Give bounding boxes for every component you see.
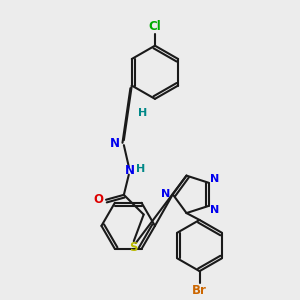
Text: N: N bbox=[110, 137, 120, 150]
Text: Cl: Cl bbox=[148, 20, 161, 32]
Text: H: H bbox=[136, 164, 145, 174]
Text: N: N bbox=[210, 174, 219, 184]
Text: N: N bbox=[125, 164, 135, 177]
Text: N: N bbox=[161, 189, 170, 199]
Text: O: O bbox=[93, 193, 103, 206]
Text: H: H bbox=[138, 108, 147, 118]
Text: N: N bbox=[210, 205, 219, 215]
Text: S: S bbox=[130, 241, 138, 254]
Text: Br: Br bbox=[192, 284, 207, 297]
